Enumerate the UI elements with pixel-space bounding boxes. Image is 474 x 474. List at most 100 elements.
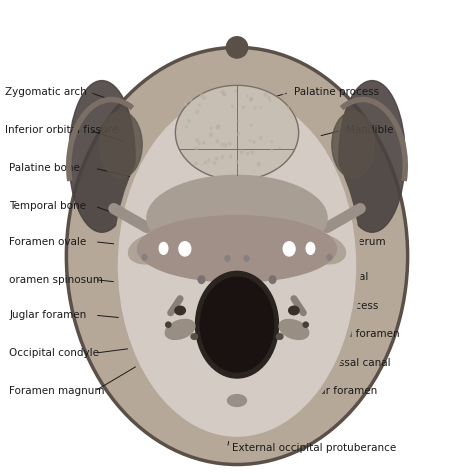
Text: Temporal bone: Temporal bone xyxy=(9,201,86,211)
Ellipse shape xyxy=(283,242,295,256)
Ellipse shape xyxy=(196,138,199,142)
Text: Zygomatic arch: Zygomatic arch xyxy=(5,87,86,98)
Text: Styloid process: Styloid process xyxy=(299,301,378,311)
Ellipse shape xyxy=(228,394,246,407)
Ellipse shape xyxy=(225,255,230,261)
Ellipse shape xyxy=(186,126,187,128)
Ellipse shape xyxy=(232,105,233,107)
Ellipse shape xyxy=(250,97,252,100)
Ellipse shape xyxy=(188,96,189,98)
Ellipse shape xyxy=(217,125,220,128)
Text: Mandible: Mandible xyxy=(346,125,393,136)
Ellipse shape xyxy=(269,276,276,283)
Ellipse shape xyxy=(184,102,187,106)
Ellipse shape xyxy=(165,319,195,339)
Text: Juglar foramen: Juglar foramen xyxy=(9,310,87,320)
Ellipse shape xyxy=(271,141,273,143)
Ellipse shape xyxy=(283,91,285,94)
Ellipse shape xyxy=(175,306,185,315)
Ellipse shape xyxy=(276,334,283,339)
Ellipse shape xyxy=(246,153,248,155)
Text: External occipital protuberance: External occipital protuberance xyxy=(232,443,397,453)
Ellipse shape xyxy=(159,243,168,255)
Text: Foramen lacerum: Foramen lacerum xyxy=(294,237,385,247)
Ellipse shape xyxy=(246,95,248,97)
Ellipse shape xyxy=(268,97,270,99)
Ellipse shape xyxy=(244,255,249,261)
Text: Palatine bone: Palatine bone xyxy=(9,163,81,173)
Ellipse shape xyxy=(229,142,231,145)
Ellipse shape xyxy=(210,133,212,137)
Ellipse shape xyxy=(69,81,135,232)
Ellipse shape xyxy=(128,234,175,264)
Ellipse shape xyxy=(203,97,205,100)
Ellipse shape xyxy=(237,161,238,163)
Ellipse shape xyxy=(199,143,201,145)
Ellipse shape xyxy=(306,243,315,255)
Ellipse shape xyxy=(264,93,267,96)
Ellipse shape xyxy=(225,94,226,96)
Ellipse shape xyxy=(227,37,247,58)
Ellipse shape xyxy=(147,175,327,261)
Ellipse shape xyxy=(254,107,256,109)
Ellipse shape xyxy=(224,144,227,147)
Text: Palatine process: Palatine process xyxy=(294,87,379,98)
Ellipse shape xyxy=(257,163,260,166)
Text: oramen spinosum: oramen spinosum xyxy=(9,274,103,285)
Text: Juglar foramen: Juglar foramen xyxy=(301,386,378,396)
Ellipse shape xyxy=(327,255,332,260)
Ellipse shape xyxy=(190,99,192,101)
Text: Inferior orbital fissure: Inferior orbital fissure xyxy=(5,125,118,136)
Ellipse shape xyxy=(165,322,171,327)
Ellipse shape xyxy=(118,95,356,436)
Ellipse shape xyxy=(221,91,224,94)
Ellipse shape xyxy=(279,147,280,149)
Ellipse shape xyxy=(332,111,374,178)
Ellipse shape xyxy=(199,104,200,106)
Ellipse shape xyxy=(203,142,205,144)
Ellipse shape xyxy=(208,159,210,161)
Ellipse shape xyxy=(235,90,237,92)
Ellipse shape xyxy=(216,126,219,129)
Ellipse shape xyxy=(303,322,309,327)
Ellipse shape xyxy=(271,149,273,151)
Ellipse shape xyxy=(188,119,191,123)
Ellipse shape xyxy=(247,152,249,154)
Ellipse shape xyxy=(299,234,346,264)
Text: Hypoglossal canal: Hypoglossal canal xyxy=(296,357,391,368)
Ellipse shape xyxy=(240,150,243,154)
Ellipse shape xyxy=(100,111,142,178)
Ellipse shape xyxy=(215,157,218,160)
Ellipse shape xyxy=(250,98,252,101)
Ellipse shape xyxy=(201,94,203,97)
Ellipse shape xyxy=(238,120,239,122)
Ellipse shape xyxy=(250,125,252,126)
Ellipse shape xyxy=(242,106,245,109)
Ellipse shape xyxy=(339,81,405,232)
Ellipse shape xyxy=(210,127,212,129)
Ellipse shape xyxy=(137,216,337,282)
Ellipse shape xyxy=(196,110,199,113)
Ellipse shape xyxy=(230,155,232,158)
Ellipse shape xyxy=(114,90,360,441)
Ellipse shape xyxy=(179,242,191,256)
Ellipse shape xyxy=(270,100,271,101)
Text: Carotid canal: Carotid canal xyxy=(299,272,368,283)
Ellipse shape xyxy=(287,106,289,108)
Ellipse shape xyxy=(204,161,206,164)
Ellipse shape xyxy=(200,277,274,372)
Text: Foramen magnum: Foramen magnum xyxy=(9,386,105,396)
Ellipse shape xyxy=(249,140,250,142)
Text: Foramen ovale: Foramen ovale xyxy=(9,237,87,247)
Ellipse shape xyxy=(195,162,197,165)
Text: Occipital condyle: Occipital condyle xyxy=(9,348,100,358)
Ellipse shape xyxy=(216,140,219,143)
Ellipse shape xyxy=(223,92,225,95)
Ellipse shape xyxy=(289,306,299,315)
Ellipse shape xyxy=(195,147,197,150)
Ellipse shape xyxy=(195,271,279,378)
Ellipse shape xyxy=(251,151,254,154)
Ellipse shape xyxy=(221,143,223,146)
Ellipse shape xyxy=(175,85,299,180)
Ellipse shape xyxy=(260,107,262,108)
